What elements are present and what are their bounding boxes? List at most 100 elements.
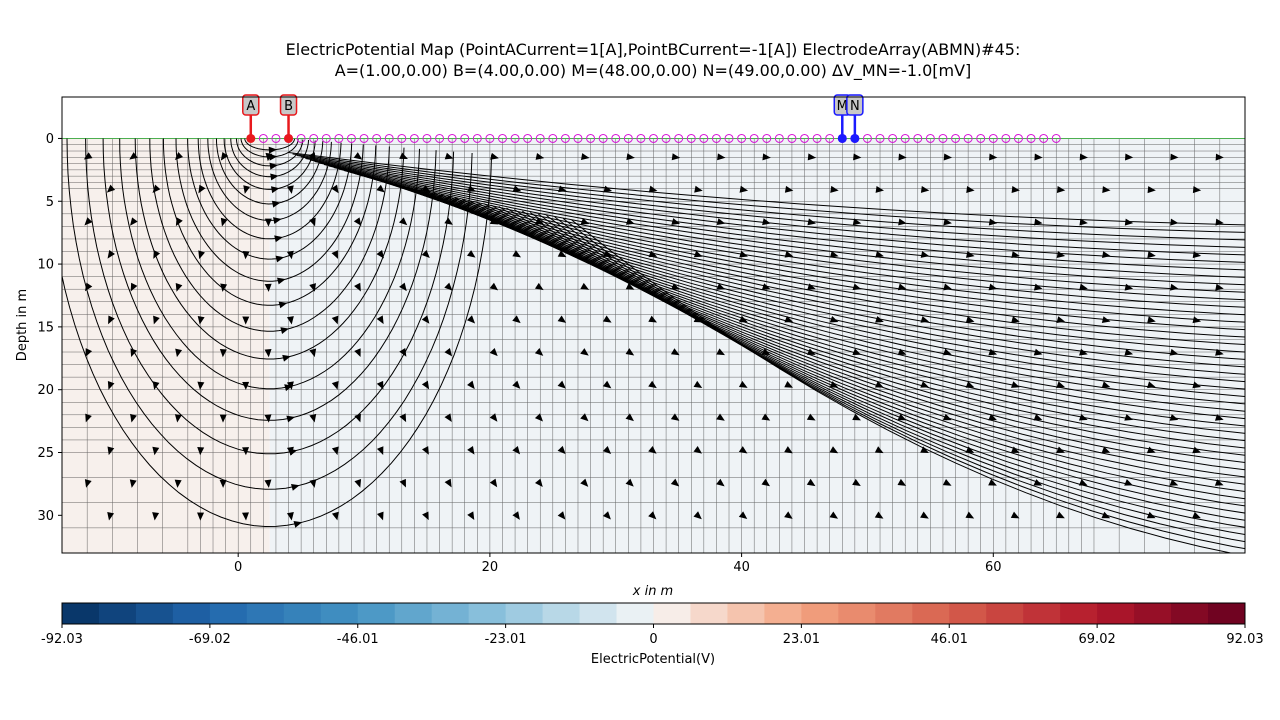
sensor-marker bbox=[258, 133, 268, 143]
stream-arrow bbox=[602, 511, 611, 520]
stream-arrow bbox=[512, 511, 520, 520]
colorbar-tick-label: 92.03 bbox=[1226, 632, 1263, 647]
sensor-marker bbox=[963, 133, 973, 143]
streamline bbox=[571, 219, 1234, 553]
stream-arrow bbox=[625, 478, 634, 487]
sensor-marker bbox=[636, 133, 646, 143]
mesh-grid bbox=[61, 138, 1246, 554]
electrode-point bbox=[850, 133, 860, 143]
x-axis-label: x in m bbox=[632, 584, 673, 599]
stream-arrow bbox=[1214, 479, 1224, 486]
stream-arrow bbox=[467, 380, 475, 390]
stream-arrow bbox=[1011, 251, 1020, 258]
stream-arrow bbox=[1102, 251, 1111, 259]
sensor-marker bbox=[976, 133, 986, 143]
stream-arrow bbox=[942, 478, 952, 486]
streamline bbox=[85, 138, 455, 455]
colorbar-bin bbox=[690, 603, 728, 624]
stream-arrow bbox=[489, 282, 499, 291]
streamline bbox=[343, 170, 1245, 316]
streamline bbox=[119, 138, 420, 390]
y-tick-label: 10 bbox=[37, 258, 54, 273]
stream-arrow bbox=[277, 277, 286, 285]
x-tick-label: 60 bbox=[985, 560, 1002, 575]
stream-arrow bbox=[444, 478, 452, 488]
stream-arrow bbox=[130, 348, 138, 358]
stream-arrow bbox=[580, 282, 590, 290]
x-tick-label: 20 bbox=[482, 560, 499, 575]
colorbar-bin bbox=[468, 603, 507, 624]
stream-arrow bbox=[490, 152, 499, 160]
x-tick-label: 40 bbox=[733, 560, 750, 575]
colorbar-bin bbox=[727, 603, 765, 624]
stream-arrow bbox=[1192, 251, 1202, 259]
stream-arrow bbox=[197, 447, 205, 456]
colorbar-bin bbox=[431, 603, 470, 624]
stream-arrow bbox=[1192, 381, 1202, 389]
sensor-marker bbox=[321, 133, 331, 143]
stream-arrow bbox=[784, 250, 794, 258]
stream-arrow bbox=[807, 348, 816, 355]
streamline bbox=[175, 138, 364, 282]
stream-arrow bbox=[1010, 511, 1020, 519]
y-axis-label: Depth in m bbox=[15, 289, 30, 361]
sensor-marker bbox=[812, 133, 822, 143]
stream-arrow bbox=[920, 251, 930, 258]
y-tick-label: 20 bbox=[37, 383, 54, 398]
stream-arrow bbox=[648, 185, 658, 193]
stream-arrow bbox=[648, 315, 658, 323]
stream-arrow bbox=[943, 218, 952, 226]
sensor-marker bbox=[888, 133, 898, 143]
stream-arrow bbox=[376, 315, 384, 325]
stream-arrow bbox=[220, 283, 228, 292]
stream-arrow bbox=[807, 283, 816, 291]
stream-arrow bbox=[512, 445, 521, 455]
stream-arrow bbox=[197, 316, 205, 325]
stream-arrow bbox=[988, 413, 998, 421]
stream-arrow bbox=[557, 511, 566, 520]
stream-arrow bbox=[648, 446, 657, 454]
stream-arrow bbox=[264, 283, 272, 292]
stream-arrow bbox=[308, 152, 316, 161]
stream-arrow bbox=[943, 153, 952, 161]
stream-arrow bbox=[1034, 153, 1043, 161]
sensor-marker bbox=[573, 133, 583, 143]
stream-arrow bbox=[693, 511, 702, 520]
stream-arrow bbox=[535, 153, 545, 160]
electrode-tag bbox=[242, 94, 260, 116]
stream-arrow bbox=[988, 283, 998, 291]
electrode-label: B bbox=[284, 99, 293, 114]
stream-arrow bbox=[331, 315, 339, 325]
chart-title-line1: ElectricPotential Map (PointACurrent=1[A… bbox=[286, 40, 1021, 59]
stream-arrow bbox=[897, 348, 907, 356]
stream-arrow bbox=[331, 446, 339, 456]
stream-arrow bbox=[716, 283, 726, 290]
stream-arrow bbox=[399, 217, 408, 226]
stream-arrow bbox=[275, 255, 285, 263]
stream-arrow bbox=[152, 184, 161, 193]
stream-arrow bbox=[353, 152, 363, 160]
stream-arrow bbox=[399, 413, 407, 423]
electrode-tag bbox=[846, 94, 864, 116]
colorbar-bin bbox=[912, 603, 950, 624]
sensor-marker bbox=[951, 133, 961, 143]
streamline bbox=[288, 152, 1245, 226]
sensor-marker bbox=[535, 133, 545, 143]
sensor-marker bbox=[460, 133, 470, 143]
stream-arrow bbox=[241, 512, 249, 521]
stream-arrow bbox=[421, 315, 430, 324]
chart-title-line2: A=(1.00,0.00) B=(4.00,0.00) M=(48.00,0.0… bbox=[335, 61, 972, 81]
stream-arrow bbox=[1101, 446, 1111, 454]
stream-arrow bbox=[739, 185, 749, 193]
stream-arrow bbox=[784, 380, 793, 388]
stream-arrow bbox=[670, 478, 680, 487]
stream-arrow bbox=[603, 185, 613, 193]
stream-arrow bbox=[264, 479, 272, 488]
stream-arrow bbox=[444, 413, 452, 422]
y-tick-label: 30 bbox=[37, 509, 54, 524]
stream-arrow bbox=[219, 349, 227, 358]
colorbar-bin bbox=[505, 603, 544, 624]
stream-arrow bbox=[738, 511, 748, 520]
stream-arrow bbox=[739, 250, 748, 258]
